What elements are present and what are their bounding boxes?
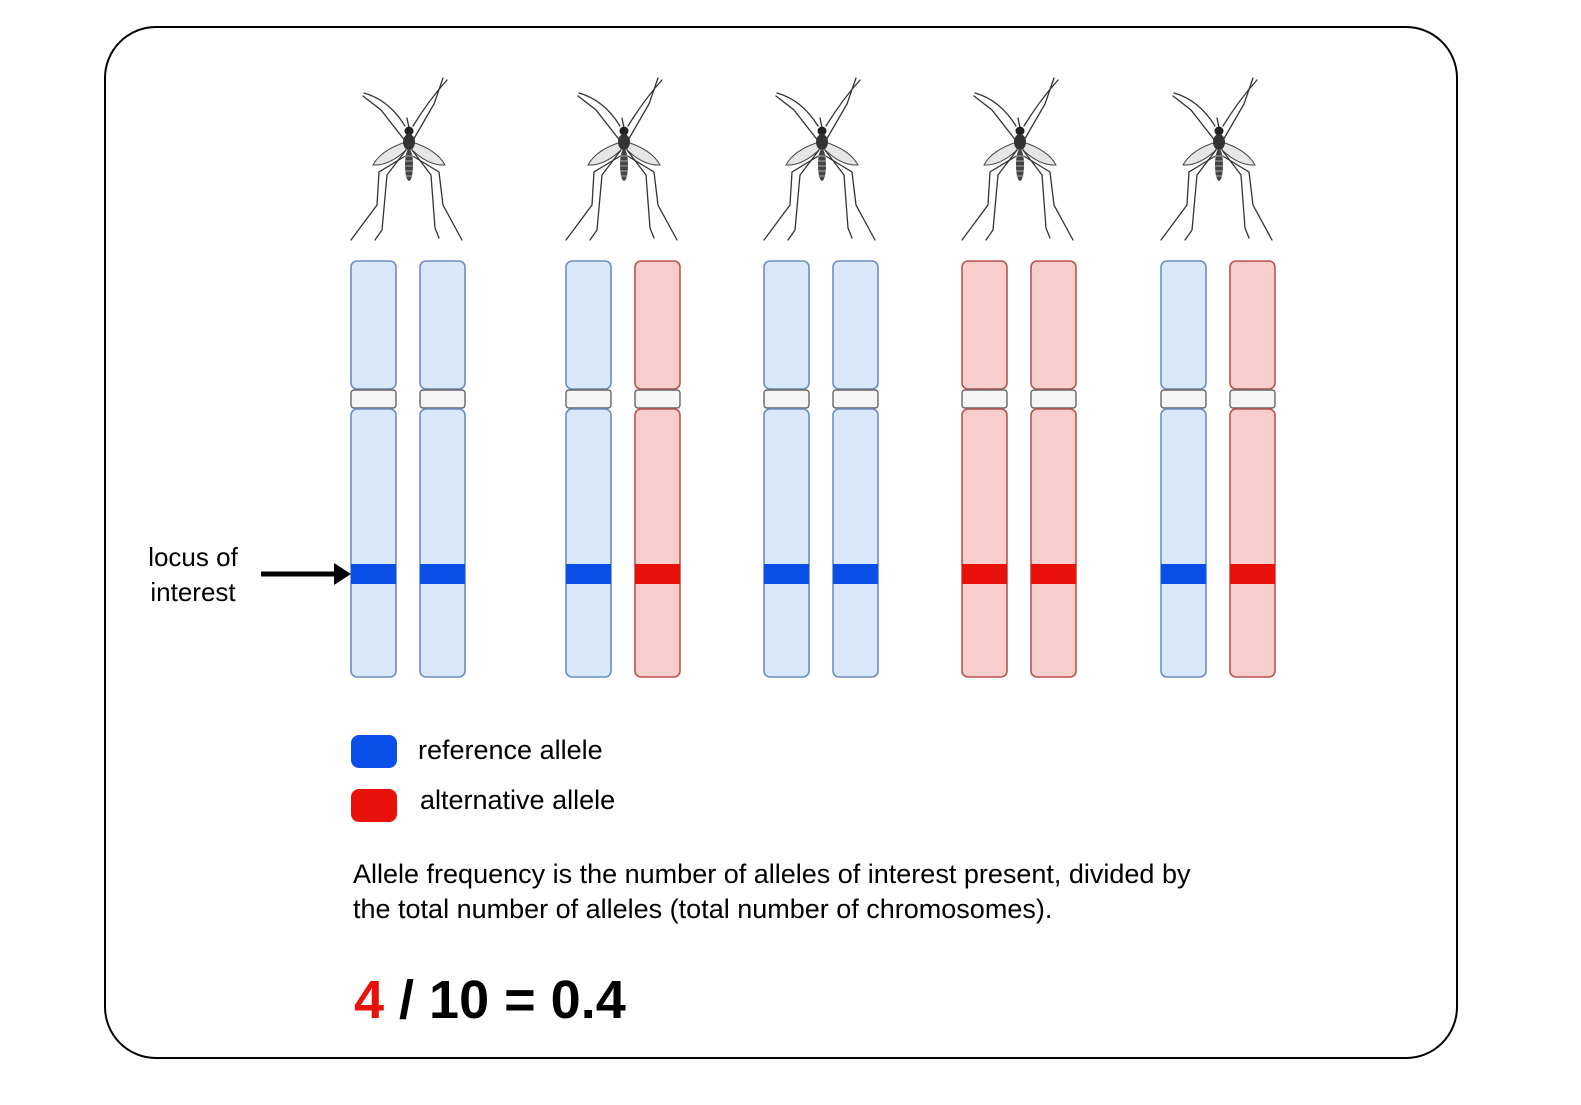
chromosome-lower-arm bbox=[1229, 408, 1276, 678]
mosquito-5 bbox=[1160, 77, 1276, 678]
equation-rest: / 10 = 0.4 bbox=[384, 970, 626, 1030]
allele-band-reference bbox=[833, 564, 878, 584]
centromere bbox=[419, 389, 466, 409]
chromosome-alternative bbox=[961, 260, 1008, 678]
centromere bbox=[565, 389, 612, 409]
chromosome-lower-arm bbox=[565, 408, 612, 678]
allele-band-reference bbox=[566, 564, 611, 584]
chromosome-alternative bbox=[1030, 260, 1077, 678]
chromosome-reference bbox=[763, 260, 810, 678]
centromere bbox=[961, 389, 1008, 409]
chromosome-upper-arm bbox=[1160, 260, 1207, 390]
mosquito-icon bbox=[763, 77, 876, 241]
legend-swatch-alternative bbox=[351, 789, 397, 822]
frequency-equation: 4 / 10 = 0.4 bbox=[354, 970, 626, 1030]
allele-band-alternative bbox=[1230, 564, 1275, 584]
chromosome-upper-arm bbox=[832, 260, 879, 390]
locus-label-line2: interest bbox=[150, 577, 236, 607]
allele-band-reference bbox=[351, 564, 396, 584]
mosquito-icon bbox=[961, 77, 1074, 241]
chromosome-lower-arm bbox=[832, 408, 879, 678]
chromosome-lower-arm bbox=[1030, 408, 1077, 678]
diagram-frame bbox=[104, 26, 1458, 1059]
mosquito-icon bbox=[350, 77, 463, 241]
centromere bbox=[1030, 389, 1077, 409]
chromosome-lower-arm bbox=[350, 408, 397, 678]
allele-band-reference bbox=[764, 564, 809, 584]
chromosome-reference bbox=[1160, 260, 1207, 678]
explanation-text: Allele frequency is the number of allele… bbox=[353, 857, 1293, 927]
chromosome-alternative bbox=[634, 260, 681, 678]
chromosome-upper-arm bbox=[419, 260, 466, 390]
centromere bbox=[634, 389, 681, 409]
chromosome-lower-arm bbox=[634, 408, 681, 678]
chromosome-lower-arm bbox=[1160, 408, 1207, 678]
legend-label-alternative: alternative allele bbox=[420, 785, 616, 815]
equation-numerator: 4 bbox=[354, 970, 385, 1030]
centromere bbox=[1160, 389, 1207, 409]
explanation-line2: the total number of alleles (total numbe… bbox=[353, 894, 1053, 924]
mosquito-4 bbox=[961, 77, 1077, 678]
chromosome-lower-arm bbox=[763, 408, 810, 678]
chromosome-lower-arm bbox=[419, 408, 466, 678]
chromosome-upper-arm bbox=[350, 260, 397, 390]
locus-label: locus of interest bbox=[128, 540, 258, 610]
chromosome-upper-arm bbox=[1030, 260, 1077, 390]
chromosome-upper-arm bbox=[763, 260, 810, 390]
chromosome-upper-arm bbox=[634, 260, 681, 390]
mosquito-2 bbox=[565, 77, 681, 678]
allele-band-reference bbox=[420, 564, 465, 584]
chromosome-upper-arm bbox=[1229, 260, 1276, 390]
chromosome-reference bbox=[565, 260, 612, 678]
arrow-right-icon bbox=[261, 563, 351, 585]
mosquito-icon bbox=[1160, 77, 1273, 241]
centromere bbox=[832, 389, 879, 409]
chromosome-reference bbox=[419, 260, 466, 678]
chromosome-reference bbox=[350, 260, 397, 678]
legend-label-reference: reference allele bbox=[418, 735, 603, 765]
legend-swatch-reference bbox=[351, 735, 397, 768]
chromosome-lower-arm bbox=[961, 408, 1008, 678]
mosquito-icon bbox=[565, 77, 678, 241]
chromosome-upper-arm bbox=[565, 260, 612, 390]
allele-band-alternative bbox=[962, 564, 1007, 584]
mosquito-3 bbox=[763, 77, 879, 678]
centromere bbox=[350, 389, 397, 409]
locus-label-line1: locus of bbox=[148, 542, 238, 572]
chromosome-upper-arm bbox=[961, 260, 1008, 390]
mosquito-1 bbox=[350, 77, 466, 678]
centromere bbox=[763, 389, 810, 409]
explanation-line1: Allele frequency is the number of allele… bbox=[353, 859, 1191, 889]
chromosome-reference bbox=[832, 260, 879, 678]
allele-band-alternative bbox=[1031, 564, 1076, 584]
allele-band-reference bbox=[1161, 564, 1206, 584]
allele-band-alternative bbox=[635, 564, 680, 584]
chromosome-alternative bbox=[1229, 260, 1276, 678]
centromere bbox=[1229, 389, 1276, 409]
